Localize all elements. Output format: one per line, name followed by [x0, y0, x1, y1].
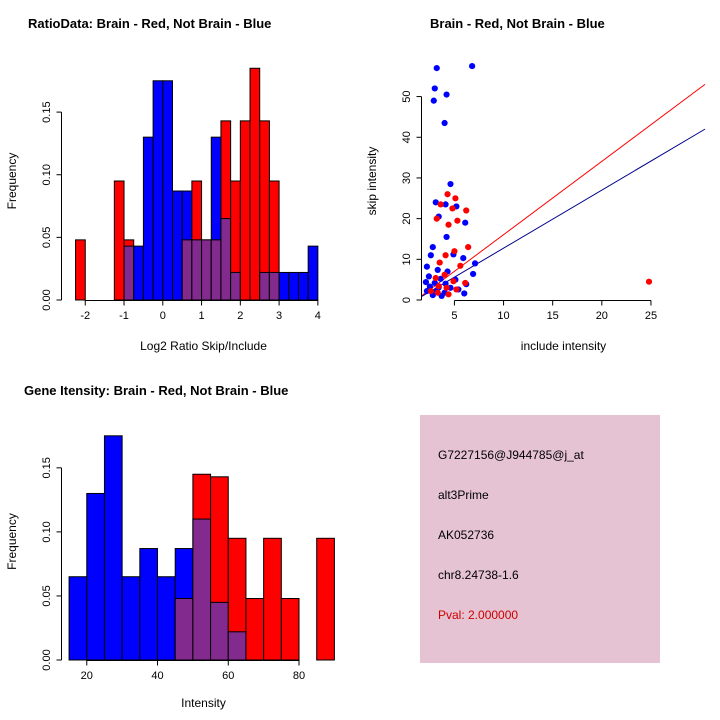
svg-text:5: 5: [451, 310, 457, 322]
svg-text:0.05: 0.05: [41, 585, 53, 606]
svg-text:0.05: 0.05: [41, 227, 53, 248]
svg-text:0.15: 0.15: [41, 101, 53, 122]
svg-text:10: 10: [401, 253, 413, 265]
panel-ratio-histogram: RatioData: Brain - Red, Not Brain - Blue…: [0, 0, 360, 375]
svg-text:0.00: 0.00: [41, 289, 53, 310]
svg-text:3: 3: [276, 310, 282, 322]
gene-histogram-title: Gene Itensity: Brain - Red, Not Brain - …: [24, 383, 289, 398]
svg-text:15: 15: [547, 310, 559, 322]
histogram-bars: [68, 435, 335, 661]
svg-text:20: 20: [596, 310, 608, 322]
svg-text:50: 50: [401, 90, 413, 102]
svg-text:10: 10: [497, 310, 509, 322]
svg-text:40: 40: [401, 131, 413, 143]
svg-text:Frequency: Frequency: [5, 153, 19, 210]
x-axis: 20 40 60 80: [81, 660, 305, 682]
svg-text:0.10: 0.10: [41, 164, 53, 185]
info-line-accession: AK052736: [438, 528, 495, 542]
panel-intensity-scatter: Brain - Red, Not Brain - Blue 5 10 15 20 25 0…: [360, 0, 720, 375]
axis-labels: include intensity skip intensity: [365, 147, 606, 353]
y-axis: 0.00 0.05 0.10 0.15: [41, 457, 62, 671]
axis-labels: Log2 Ratio Skip/Include Frequency: [5, 153, 267, 353]
y-axis: 0 10 20 30 40 50: [401, 90, 422, 303]
info-line-event-type: alt3Prime: [438, 488, 489, 502]
svg-text:Intensity: Intensity: [181, 696, 226, 710]
panel-event-info: G7227156@J944785@j_at alt3Prime AK052736…: [360, 375, 720, 720]
svg-text:40: 40: [151, 670, 163, 682]
intensity-scatter-title: Brain - Red, Not Brain - Blue: [430, 16, 605, 31]
x-axis: -2 -1 0 1 2 3 4: [80, 300, 321, 322]
info-line-probe-id: G7227156@J944785@j_at: [438, 448, 584, 462]
regression-lines: [421, 83, 706, 297]
svg-text:Frequency: Frequency: [5, 513, 19, 570]
histogram-bars: [75, 67, 319, 301]
svg-text:Log2 Ratio Skip/Include: Log2 Ratio Skip/Include: [140, 339, 267, 353]
gene-histogram-chart: 20 40 60 80 0.00 0.05 0.10 0.15 Intensity Frequen…: [5, 435, 335, 710]
info-line-pvalue: Pval: 2.000000: [438, 608, 519, 622]
svg-text:60: 60: [222, 670, 234, 682]
svg-text:-2: -2: [80, 310, 90, 322]
svg-text:25: 25: [645, 310, 657, 322]
info-box: G7227156@J944785@j_at alt3Prime AK052736…: [420, 415, 660, 663]
svg-text:0.10: 0.10: [41, 521, 53, 542]
svg-text:0: 0: [160, 310, 166, 322]
info-line-locus: chr8.24738-1.6: [438, 568, 519, 582]
ratio-histogram-title: RatioData: Brain - Red, Not Brain - Blue: [28, 16, 272, 31]
svg-text:20: 20: [81, 670, 93, 682]
svg-text:0.00: 0.00: [41, 649, 53, 670]
y-axis: 0.00 0.05 0.10 0.15: [41, 101, 62, 311]
axis-labels: Intensity Frequency: [5, 513, 226, 710]
svg-text:0.15: 0.15: [41, 457, 53, 478]
panel-gene-histogram: Gene Itensity: Brain - Red, Not Brain - …: [0, 375, 360, 720]
svg-text:1: 1: [198, 310, 204, 322]
svg-text:80: 80: [293, 670, 305, 682]
scatter-points: [422, 62, 653, 300]
x-axis: 5 10 15 20 25: [451, 300, 657, 322]
svg-text:4: 4: [315, 310, 321, 322]
svg-text:0: 0: [401, 297, 413, 303]
svg-text:include intensity: include intensity: [521, 339, 606, 353]
intensity-scatter-chart: 5 10 15 20 25 0 10 20 30 40 50 include intensity ski…: [365, 62, 706, 353]
svg-text:20: 20: [401, 213, 413, 225]
svg-text:30: 30: [401, 172, 413, 184]
svg-text:2: 2: [237, 310, 243, 322]
ratio-histogram-chart: -2 -1 0 1 2 3 4 0.00 0.05 0.10 0.15 Log2 Ratio Skip…: [5, 67, 321, 353]
svg-text:-1: -1: [119, 310, 129, 322]
svg-text:skip intensity: skip intensity: [365, 147, 379, 216]
